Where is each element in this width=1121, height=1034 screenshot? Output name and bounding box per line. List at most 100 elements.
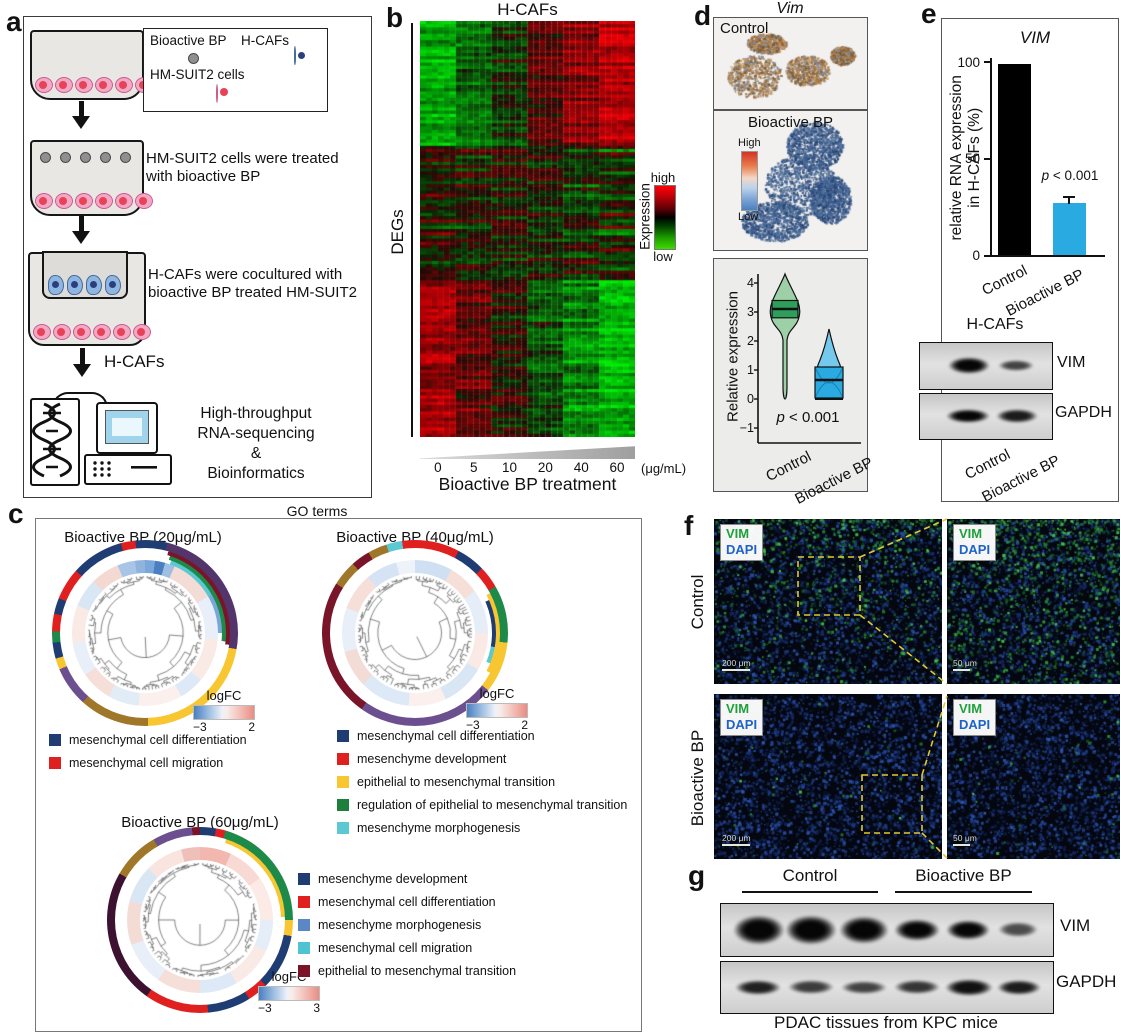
blot-band <box>788 980 834 994</box>
bar-ytick: 100 <box>957 55 980 70</box>
stain-badge: VIM DAPI <box>953 524 997 561</box>
legend-item: mesenchymal cell differentiation <box>298 895 516 909</box>
blot-band <box>998 360 1034 371</box>
scalebar-text: 50 μm <box>953 833 977 843</box>
g-gapdh-label: GAPDH <box>1056 972 1117 991</box>
legend-item: mesenchyme morphogenesis <box>298 918 516 932</box>
legend-swatch <box>298 873 310 885</box>
go-circle-40 <box>322 540 508 726</box>
legend-item: mesenchymal cell migration <box>49 756 247 770</box>
colorbar-high-label: high <box>650 170 676 185</box>
scalebar <box>722 844 750 846</box>
legend-swatch <box>298 919 310 931</box>
hcafs-arrow-label: H-CAFs <box>104 352 165 371</box>
legend-item: epithelial to mesenchymal transition <box>298 964 516 978</box>
down-arrow-icon <box>73 348 91 377</box>
spatial-bp-box: Bioactive BP High Low <box>713 110 868 251</box>
legend-hcafs-label: H-CAFs <box>241 33 289 48</box>
bioactive-bp-particle-icon <box>188 53 199 64</box>
legend-item: regulation of epithelial to mesenchymal … <box>337 798 627 812</box>
heatmap-y-label: DEGs <box>388 209 407 255</box>
bar-bioactive-bp <box>1053 203 1086 255</box>
pink-cells <box>33 324 151 340</box>
heatmap-x-unit: (μg/mL) <box>641 461 687 476</box>
violin-pvalue: p < 0.001 <box>776 409 840 426</box>
gapdh-blot-kpc <box>720 961 1054 1014</box>
dendrogram-canvas <box>355 573 475 693</box>
scalebar <box>953 844 970 846</box>
heatmap-x-ticks: 0 5 10 20 40 60 <box>434 460 625 475</box>
go-circle-60 <box>107 827 293 1013</box>
down-arrow-icon <box>72 101 90 129</box>
blot-title: H-CAFs <box>966 316 1024 333</box>
violin-ytick: 1 <box>747 363 754 377</box>
legend-swatch <box>298 965 310 977</box>
bar-y-axis <box>990 58 992 256</box>
hcaf-cell-icon <box>294 46 296 65</box>
panel-b-label: b <box>386 2 404 33</box>
go-plot3-legend: mesenchyme development mesenchymal cell … <box>298 872 516 987</box>
go-plot2-logfc: logFC −3 2 <box>466 686 528 732</box>
go-plot1-logfc: logFC −3 2 <box>193 688 255 734</box>
pink-cells <box>35 77 153 93</box>
dna-helix-icon <box>32 402 72 478</box>
stain-badge: VIM DAPI <box>720 699 764 736</box>
scale-high-label: High <box>738 137 761 149</box>
go-plot3-logfc: logFC −3 3 <box>258 969 320 1015</box>
blot-band <box>946 920 990 940</box>
hmsuit2-cell-icon <box>216 84 218 103</box>
monitor-icon <box>96 402 158 454</box>
go-circle-20 <box>52 540 238 726</box>
g-vim-label: VIM <box>1060 916 1091 935</box>
g-caption: PDAC tissues from KPC mice <box>774 1013 998 1032</box>
colorbar-low-label: low <box>653 249 673 264</box>
go-plot1-title: Bioactive BP (20μg/mL) <box>64 529 222 546</box>
treated-dish-icon <box>30 140 153 216</box>
high-low-colorbar <box>741 151 758 211</box>
bp-particles <box>40 152 131 163</box>
go-terms-title: GO terms <box>286 503 348 519</box>
heatmap-x-label: Bioactive BP treatment <box>438 474 617 494</box>
blot-band <box>948 357 990 374</box>
gapdh-blot-label: GAPDH <box>1055 404 1112 421</box>
blot-band <box>733 915 785 945</box>
legend-swatch <box>49 757 61 769</box>
stain-badge: VIM DAPI <box>953 699 997 736</box>
legend-item: mesenchyme development <box>298 872 516 886</box>
bar-ytick: 0 <box>972 248 980 263</box>
dose-gradient-triangle <box>420 446 635 459</box>
violin-plot <box>754 272 861 444</box>
legend-item: mesenchyme morphogenesis <box>337 821 627 835</box>
scalebar <box>953 669 970 671</box>
violin-y-label: Relative expression <box>724 291 742 422</box>
keyboard-icon <box>84 454 172 485</box>
panel-e-label: e <box>921 0 937 29</box>
violin-ytick: 4 <box>747 276 754 290</box>
dendrogram-canvas <box>140 860 260 980</box>
stain-badge: VIM DAPI <box>720 524 764 561</box>
legend-swatch <box>298 942 310 954</box>
vim-bar-title: VIM <box>1019 28 1051 47</box>
scalebar-text: 200 μm <box>722 833 751 843</box>
go-plot2-title: Bioactive BP (40μg/mL) <box>336 529 494 546</box>
violin-control <box>769 272 801 400</box>
blot-band <box>998 922 1038 937</box>
blot-band <box>894 919 940 941</box>
bar-x-axis <box>990 255 1105 257</box>
spatial-bp-canvas <box>714 111 864 248</box>
dna-card-icon <box>30 398 80 486</box>
legend-item: mesenchyme development <box>337 752 627 766</box>
violin-ytick: −1 <box>739 421 754 435</box>
bar-pvalue: p < 0.001 <box>1041 168 1099 183</box>
blot-band <box>894 980 940 994</box>
panel-f-label: f <box>684 510 694 541</box>
vim-blot-label: VIM <box>1057 354 1086 371</box>
legend-swatch <box>337 730 349 742</box>
vim-spatial-title: Vim <box>776 0 804 17</box>
legend-bioactive-bp-label: Bioactive BP <box>150 33 227 48</box>
vim-blot-hcafs <box>919 342 1053 390</box>
blot-band <box>945 979 993 996</box>
g-group-control: Control <box>782 866 838 885</box>
g-group-bp: Bioactive BP <box>915 866 1012 885</box>
